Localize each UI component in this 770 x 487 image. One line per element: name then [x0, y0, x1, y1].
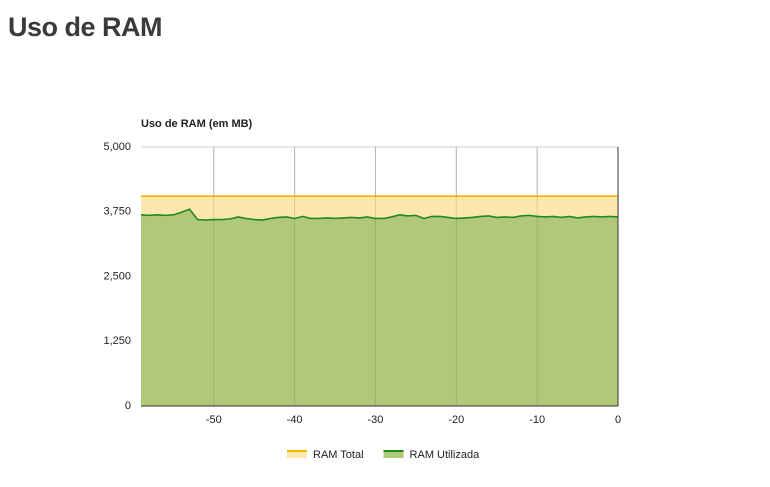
legend-label: RAM Total — [313, 449, 364, 461]
y-tick-label: 5,000 — [103, 141, 131, 153]
x-tick-label: -30 — [368, 414, 384, 426]
y-tick-label: 3,750 — [103, 206, 131, 218]
y-tick-label: 2,500 — [103, 270, 131, 282]
x-tick-label: -20 — [448, 414, 464, 426]
legend-swatch — [287, 451, 307, 458]
x-tick-label: -40 — [287, 414, 303, 426]
line — [140, 208, 619, 221]
chart-title: Uso de RAM (em MB) — [141, 118, 253, 130]
y-tick-label: 1,250 — [103, 335, 131, 347]
x-tick-label: 0 — [615, 414, 621, 426]
area — [141, 209, 618, 406]
x-tick-label: -50 — [206, 414, 222, 426]
x-tick-label: -10 — [529, 414, 545, 426]
y-tick-label: 0 — [125, 400, 131, 412]
legend-label: RAM Utilizada — [410, 449, 481, 461]
page-heading: Uso de RAM — [8, 12, 163, 42]
legend-swatch — [383, 451, 404, 458]
